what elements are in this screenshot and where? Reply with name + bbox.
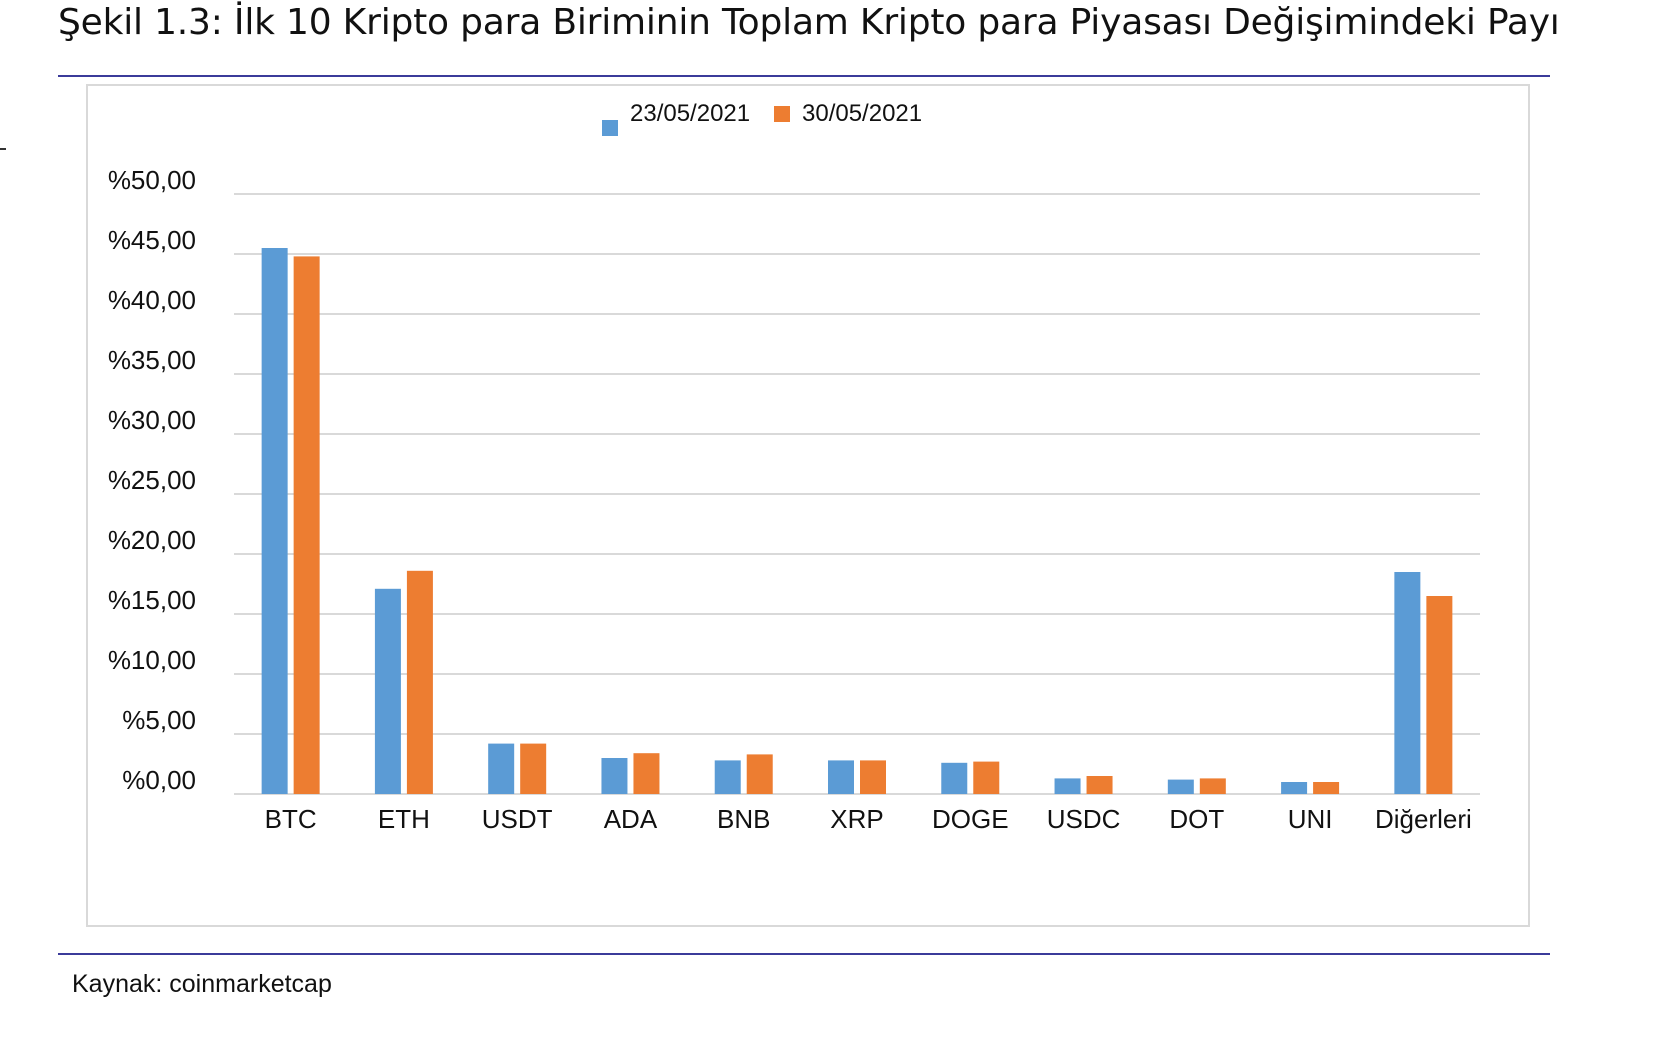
legend-swatch bbox=[602, 120, 618, 136]
bar-btc-series-1 bbox=[261, 248, 288, 794]
legend-swatch bbox=[774, 106, 790, 122]
bar-dot-series-1 bbox=[1167, 779, 1194, 794]
top-rule bbox=[58, 75, 1550, 77]
bar-eth-series-2 bbox=[406, 570, 433, 794]
bar-doge-series-1 bbox=[941, 762, 968, 794]
y-tick-label: %40,00 bbox=[108, 285, 196, 315]
y-tick-label: %35,00 bbox=[108, 345, 196, 375]
source-note: Kaynak: coinmarketcap bbox=[72, 970, 332, 998]
x-axis: BTC ETH USDT ADA BNB XRP DOGE USDC DOT UNI Diğerle… bbox=[265, 804, 1472, 834]
bar-xrp-series-2 bbox=[860, 760, 886, 794]
bar-uni-series-1 bbox=[1281, 782, 1308, 794]
legend-label: 30/05/2021 bbox=[802, 100, 922, 127]
bar-usdt-series-1 bbox=[488, 743, 515, 794]
bar-dot-series-2 bbox=[1199, 778, 1226, 794]
x-tick-label: DOGE bbox=[932, 804, 1009, 834]
legend: 23/05/2021 30/05/2021 bbox=[602, 100, 922, 136]
bar-chart: %0,00 %5,00 %10,00 %15,00 %20,00 %25,00 %30,00… bbox=[108, 100, 1480, 834]
bars bbox=[261, 248, 1453, 794]
bar-usdc-series-1 bbox=[1054, 778, 1081, 794]
x-tick-label: XRP bbox=[830, 804, 883, 834]
y-axis: %0,00 %5,00 %10,00 %15,00 %20,00 %25,00 %30,00… bbox=[108, 165, 196, 795]
bar-bnb-series-2 bbox=[746, 754, 773, 794]
bar-ada-series-1 bbox=[601, 758, 628, 794]
y-tick-label: %45,00 bbox=[108, 225, 196, 255]
bar-usdt-series-2 bbox=[520, 743, 547, 794]
bar-diğerleri-series-2 bbox=[1426, 596, 1453, 794]
y-tick-label: %30,00 bbox=[108, 405, 196, 435]
legend-label: 23/05/2021 bbox=[630, 100, 750, 127]
x-tick-label: USDC bbox=[1047, 804, 1121, 834]
x-tick-label: Diğerleri bbox=[1375, 804, 1472, 834]
x-tick-label: USDT bbox=[482, 804, 553, 834]
y-tick-label: %25,00 bbox=[108, 465, 196, 495]
figure-title: Şekil 1.3: İlk 10 Kripto para Biriminin … bbox=[58, 2, 1560, 43]
bar-xrp-series-1 bbox=[828, 760, 854, 794]
bar-doge-series-2 bbox=[973, 761, 1000, 794]
x-tick-label: BTC bbox=[265, 804, 317, 834]
y-tick-label: %10,00 bbox=[108, 645, 196, 675]
x-tick-label: UNI bbox=[1288, 804, 1333, 834]
x-tick-label: BNB bbox=[717, 804, 770, 834]
y-tick-label: %50,00 bbox=[108, 165, 196, 195]
bar-btc-series-2 bbox=[293, 256, 320, 794]
bar-bnb-series-1 bbox=[714, 760, 741, 794]
margin-mark bbox=[0, 148, 6, 150]
bottom-rule bbox=[58, 953, 1550, 955]
bar-eth-series-1 bbox=[374, 588, 401, 794]
y-tick-label: %15,00 bbox=[108, 585, 196, 615]
bar-usdc-series-2 bbox=[1086, 776, 1113, 794]
bar-ada-series-2 bbox=[633, 753, 660, 794]
x-tick-label: DOT bbox=[1169, 804, 1224, 834]
bar-diğerleri-series-1 bbox=[1394, 572, 1421, 794]
bar-uni-series-2 bbox=[1313, 782, 1340, 794]
y-tick-label: %0,00 bbox=[122, 765, 196, 795]
grid-lines bbox=[234, 193, 1480, 795]
y-tick-label: %5,00 bbox=[122, 705, 196, 735]
y-tick-label: %20,00 bbox=[108, 525, 196, 555]
x-tick-label: ADA bbox=[604, 804, 658, 834]
x-tick-label: ETH bbox=[378, 804, 430, 834]
chart-frame: %0,00 %5,00 %10,00 %15,00 %20,00 %25,00 %30,00… bbox=[86, 84, 1530, 927]
